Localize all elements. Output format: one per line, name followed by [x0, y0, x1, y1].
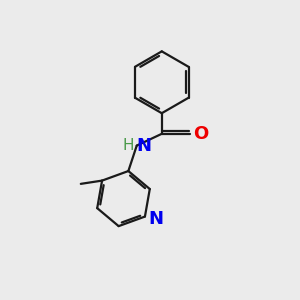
Text: O: O [194, 125, 209, 143]
Text: N: N [137, 136, 152, 154]
Text: N: N [148, 210, 164, 228]
Text: H: H [123, 138, 134, 153]
